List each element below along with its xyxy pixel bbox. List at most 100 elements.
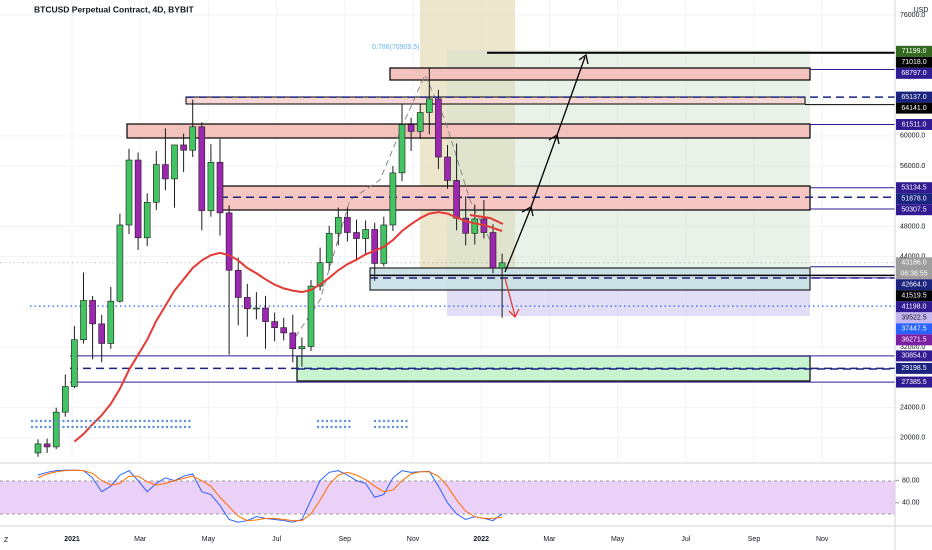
indicator-dot [400, 419, 404, 423]
arrowhead [508, 308, 520, 319]
price-label-box [896, 323, 932, 335]
candle-body [98, 323, 105, 344]
x-tick-label: Mar [134, 536, 147, 543]
indicator-dot [396, 419, 399, 423]
indicator-dot [107, 425, 110, 429]
indicator-dot [387, 419, 390, 423]
indicator-dot [170, 425, 173, 429]
indicator-dot [62, 425, 65, 429]
indicator-dot [66, 425, 70, 429]
price-label-box [896, 193, 932, 205]
indicator-dot [111, 425, 115, 429]
indicator-dot [339, 419, 342, 423]
indicator-dot [143, 419, 146, 423]
candle-body [162, 164, 169, 180]
indicator-dot [348, 425, 351, 429]
y-tick-label: 76000.0 [900, 12, 925, 19]
price-label: 64141.0 [901, 105, 926, 112]
indicator-dot [57, 425, 61, 429]
price-label-box [896, 45, 932, 57]
candle-body [398, 124, 406, 174]
indicator-dot [102, 419, 106, 423]
x-tick-label: Nov [407, 536, 420, 543]
indicator-dot [66, 419, 70, 423]
price-label-box [896, 279, 932, 291]
indicator-dot [183, 425, 187, 429]
price-label: 27385.5 [901, 379, 926, 386]
candle-body [125, 159, 133, 226]
indicator-dot [84, 425, 88, 429]
indicator-dot [75, 419, 79, 423]
price-label: 71018.0 [901, 59, 926, 66]
indicator-dot [321, 419, 324, 423]
indicator-dot [143, 425, 146, 429]
x-tick-label: Mar [543, 536, 556, 543]
candle-body [52, 411, 60, 448]
demand-zone [369, 267, 811, 291]
arrowhead [578, 53, 589, 65]
indicator-dot [39, 425, 43, 429]
candle-body [498, 262, 506, 269]
moving-average [73, 211, 503, 443]
indicator-dot [71, 419, 74, 423]
indicator-dot [161, 425, 164, 429]
oscillator: 80.00 40.00 [37, 469, 920, 523]
indicator-dot [343, 425, 347, 429]
candle-body [234, 269, 242, 298]
arrowhead [521, 206, 534, 217]
candle-body [80, 300, 87, 341]
indicator-dot [44, 419, 47, 423]
price-label-box [896, 301, 932, 313]
indicator-dot [152, 419, 155, 423]
price-label: 43186.0 [901, 260, 926, 267]
candle-body [344, 217, 351, 233]
indicator-dot [53, 425, 56, 429]
candle-body [134, 159, 142, 239]
candle-body [353, 232, 360, 239]
indicator-dot [330, 419, 333, 423]
indicator-dot [400, 425, 404, 429]
candle-body [453, 180, 460, 219]
indicator-dot [405, 425, 408, 429]
indicator-dot [84, 419, 88, 423]
candles [34, 67, 506, 457]
candle-body [207, 162, 215, 211]
indicator-dot [382, 419, 386, 423]
candle-body [180, 144, 187, 151]
candle-body [89, 300, 96, 325]
zoom-icon[interactable]: Z [4, 537, 9, 544]
indicator-dot [188, 425, 191, 429]
indicator-dot [102, 425, 106, 429]
price-label: 37447.5 [901, 326, 926, 333]
x-tick-label: 2021 [64, 536, 80, 543]
candle-body [425, 98, 433, 113]
candle-body [334, 217, 342, 234]
candle-body [171, 144, 178, 180]
indicator-dot [387, 425, 390, 429]
candle-body [244, 297, 251, 310]
price-label-box [896, 376, 932, 388]
price-label-box [896, 102, 932, 114]
indicator-dot [179, 419, 182, 423]
candle-body [262, 307, 269, 322]
candle-body [34, 443, 42, 454]
x-tick-label: Jul [681, 536, 690, 543]
indicator-dot [120, 425, 124, 429]
y-tick-label: 20000.0 [900, 435, 925, 442]
indicator-dot [120, 419, 124, 423]
candle-body [43, 443, 51, 448]
price-label-box [896, 67, 932, 79]
osc-tick-label: 80.00 [902, 477, 920, 484]
x-tick-label: 2022 [473, 536, 489, 543]
indicator-dot [93, 419, 97, 423]
indicator-dot [89, 425, 92, 429]
candle-body [298, 346, 306, 350]
indicator-dot [39, 419, 43, 423]
indicator-dot [75, 425, 79, 429]
y-tick-label: 44000.0 [900, 254, 925, 261]
candle-body [253, 307, 260, 310]
price-label: 41198.0 [902, 304, 927, 311]
indicator-dot [330, 425, 333, 429]
candle-body [198, 126, 206, 211]
indicator-dot [339, 425, 342, 429]
